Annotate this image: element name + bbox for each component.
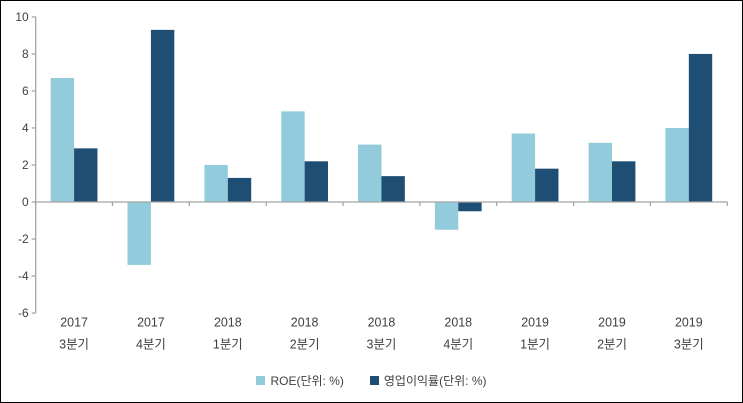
x-label-quarter-6: 1분기 [520,337,550,351]
bar-roe-5 [434,201,459,230]
bar-roe-6 [511,133,536,202]
x-label-year-4: 2018 [368,315,396,329]
x-label-year-0: 2017 [60,315,88,329]
x-label-year-5: 2018 [444,315,472,329]
x-label-year-8: 2019 [675,315,703,329]
bar-operating-margin-1 [150,29,175,202]
bar-operating-margin-2 [227,177,252,202]
legend-swatch-operating-margin [369,376,379,385]
bar-operating-margin-4 [381,176,405,202]
bar-roe-8 [665,127,689,202]
x-label-quarter-5: 4분기 [443,337,473,351]
bar-roe-7 [588,142,613,202]
y-tick-label-0: 10 [15,10,29,24]
x-label-year-2: 2018 [214,315,242,329]
y-tick-label-7: -4 [18,269,29,283]
legend-label-operating-margin: 영업이익률(단위: %) [383,374,487,388]
y-tick-label-6: -2 [18,232,29,246]
bar-roe-4 [358,144,382,202]
x-label-year-6: 2019 [521,315,549,329]
y-tick-label-3: 4 [22,121,29,135]
y-tick-label-1: 8 [22,47,29,61]
bar-operating-margin-8 [688,53,713,202]
legend-label-roe: ROE(단위: %) [270,374,344,388]
x-label-year-1: 2017 [137,315,165,329]
legend-swatch-roe [256,376,266,385]
y-tick-label-8: -6 [18,306,29,320]
y-tick-label-5: 0 [22,195,29,209]
x-label-quarter-3: 2분기 [290,337,320,351]
x-label-year-3: 2018 [291,315,319,329]
x-label-year-7: 2019 [598,315,626,329]
x-label-quarter-7: 2분기 [597,337,627,351]
bar-roe-3 [281,111,305,202]
bar-operating-margin-0 [74,148,98,202]
bar-roe-0 [50,78,75,202]
bar-operating-margin-6 [535,168,559,202]
legend: ROE(단위: %) 영업이익률(단위: %) [1,372,742,389]
bar-roe-2 [204,164,228,202]
bar-operating-margin-3 [304,161,329,202]
x-label-quarter-0: 3분기 [59,337,89,351]
legend-item-roe: ROE(단위: %) [256,372,344,389]
y-tick-label-2: 6 [22,84,29,98]
x-label-quarter-8: 3분기 [674,337,704,351]
bar-roe-1 [127,201,151,265]
bar-operating-margin-7 [612,161,636,202]
y-tick-label-4: 2 [22,158,29,172]
bar-operating-margin-5 [458,201,482,212]
x-label-quarter-2: 1분기 [213,337,243,351]
x-label-quarter-1: 4분기 [136,337,166,351]
x-label-quarter-4: 3분기 [367,337,397,351]
legend-item-operating-margin: 영업이익률(단위: %) [369,372,487,389]
